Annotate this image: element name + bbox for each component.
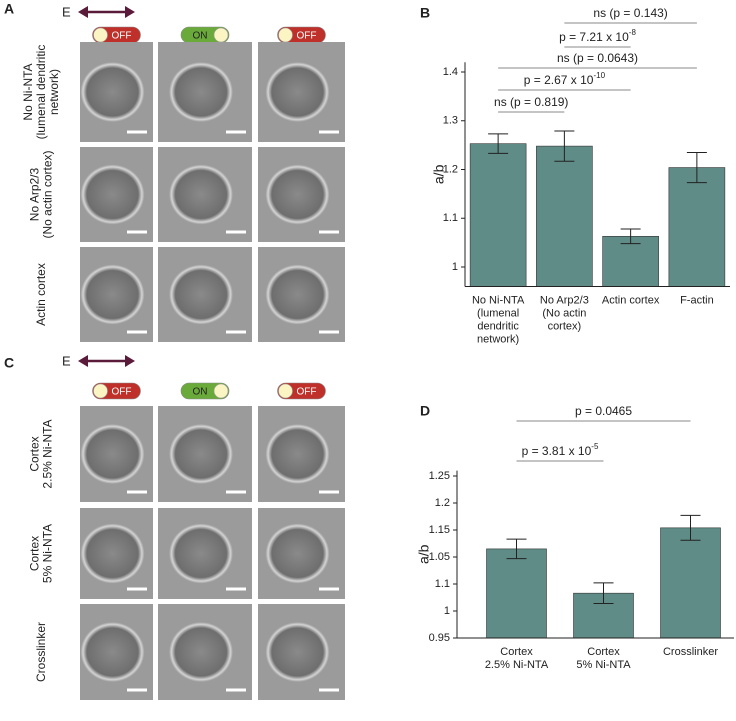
vesicle <box>265 424 330 484</box>
vesicle <box>169 164 233 225</box>
vesicle <box>169 62 233 122</box>
p-value-text: p = 3.81 x 10 <box>522 444 592 458</box>
p-value: ns (p = 0.819) <box>494 95 568 109</box>
row-label: Crosslinker <box>34 622 48 682</box>
p-value-exponent: -10 <box>593 71 605 80</box>
row-label: Cortex2.5% Ni-NTA <box>28 419 55 488</box>
row-label: Actin cortex <box>34 263 48 326</box>
panel-label: D <box>420 403 430 419</box>
p-value-text: ns (p = 0.819) <box>494 95 568 109</box>
panel-label: C <box>4 355 14 371</box>
p-value-text: ns (p = 0.0643) <box>557 51 638 65</box>
error-bar <box>593 582 614 604</box>
vesicle <box>265 264 330 325</box>
p-value-exponent: -8 <box>629 28 637 37</box>
error-bar <box>620 228 641 245</box>
x-tick-label: No Arp2/3 (No actin cortex) <box>540 294 589 332</box>
x-tick-label: F-actin <box>680 294 714 306</box>
toggle-knob <box>278 27 293 43</box>
toggle-knob <box>93 27 108 43</box>
stimulus-label: E <box>62 353 71 368</box>
bar <box>602 235 659 287</box>
toggle-label: ON <box>193 31 208 42</box>
y-tick-label: 1.3 <box>443 115 458 127</box>
p-value-text: p = 7.21 x 10 <box>559 30 629 44</box>
p-value: ns (p = 0.143) <box>593 6 667 20</box>
row-label: Cortex5% Ni-NTA <box>28 524 55 583</box>
p-value: p = 3.81 x 10-5 <box>522 442 599 458</box>
toggle-label: OFF <box>112 31 132 42</box>
p-value: ns (p = 0.0643) <box>557 51 638 65</box>
vesicle <box>80 62 145 122</box>
p-value: p = 2.67 x 10-10 <box>524 71 606 87</box>
y-axis-label: a/b <box>416 544 432 564</box>
x-tick-label: Cortex 5% Ni-NTA <box>576 646 631 671</box>
p-value: p = 0.0465 <box>575 404 632 418</box>
toggle-knob <box>213 383 229 399</box>
row-label: No Ni-NTA(lumenal dendriticnetwork) <box>21 45 61 140</box>
y-tick-label: 1.2 <box>435 497 450 509</box>
error-bar <box>488 133 509 154</box>
field-arrow <box>78 6 135 367</box>
y-tick-label: 1.2 <box>443 163 458 175</box>
vesicle <box>169 424 233 484</box>
toggle-knob <box>213 27 229 43</box>
vesicle <box>80 164 145 225</box>
row-label: No Arp2/3(No actin cortex) <box>28 150 55 238</box>
bar <box>668 167 726 287</box>
p-value-text: p = 2.67 x 10 <box>524 73 594 87</box>
toggle-label: ON <box>193 387 208 398</box>
panel-label: A <box>4 1 14 17</box>
vesicle <box>80 264 145 325</box>
vesicle <box>265 164 330 225</box>
p-value-text: ns (p = 0.143) <box>593 6 667 20</box>
y-tick-label: 0.95 <box>429 632 450 644</box>
vesicle <box>80 622 145 682</box>
p-value-exponent: -5 <box>591 442 599 451</box>
y-tick-label: 1 <box>444 605 450 617</box>
y-axis-label: a/b <box>431 164 447 184</box>
bar <box>536 145 593 287</box>
toggle-label: OFF <box>297 387 317 398</box>
vesicle <box>265 523 330 584</box>
y-tick-label: 1.05 <box>429 551 450 563</box>
x-tick-label: Crosslinker <box>663 646 718 658</box>
error-bar <box>686 151 707 184</box>
x-tick-label: Actin cortex <box>602 294 660 306</box>
p-value: p = 7.21 x 10-8 <box>559 28 636 44</box>
bar <box>486 548 547 639</box>
p-value-text: p = 0.0465 <box>575 404 632 418</box>
bar <box>660 527 721 639</box>
vesicle <box>169 523 233 584</box>
y-tick-label: 1.1 <box>443 212 458 224</box>
error-bar <box>554 130 575 162</box>
toggle-knob <box>278 383 293 399</box>
toggle-label: OFF <box>297 31 317 42</box>
y-tick-label: 1 <box>452 261 458 273</box>
y-tick-label: 1.25 <box>429 470 450 482</box>
stimulus-label: E <box>62 4 71 19</box>
toggle-label: OFF <box>112 387 132 398</box>
y-tick-label: 1.4 <box>443 66 458 78</box>
vesicle <box>265 622 330 682</box>
error-bar <box>506 538 527 560</box>
x-tick-label: Cortex 2.5% Ni-NTA <box>485 646 549 671</box>
vesicle <box>265 62 330 122</box>
bar <box>469 143 527 287</box>
error-bar <box>680 514 701 541</box>
vesicle <box>169 622 233 682</box>
toggle-knob <box>93 383 108 399</box>
vesicle <box>169 264 233 325</box>
y-tick-label: 1.1 <box>435 578 450 590</box>
panel-label: B <box>420 5 430 21</box>
y-tick-label: 1.15 <box>429 524 450 536</box>
vesicle <box>80 424 145 484</box>
vesicle <box>80 523 145 584</box>
x-tick-label: No Ni-NTA (lumenal dendritic network) <box>472 294 525 345</box>
